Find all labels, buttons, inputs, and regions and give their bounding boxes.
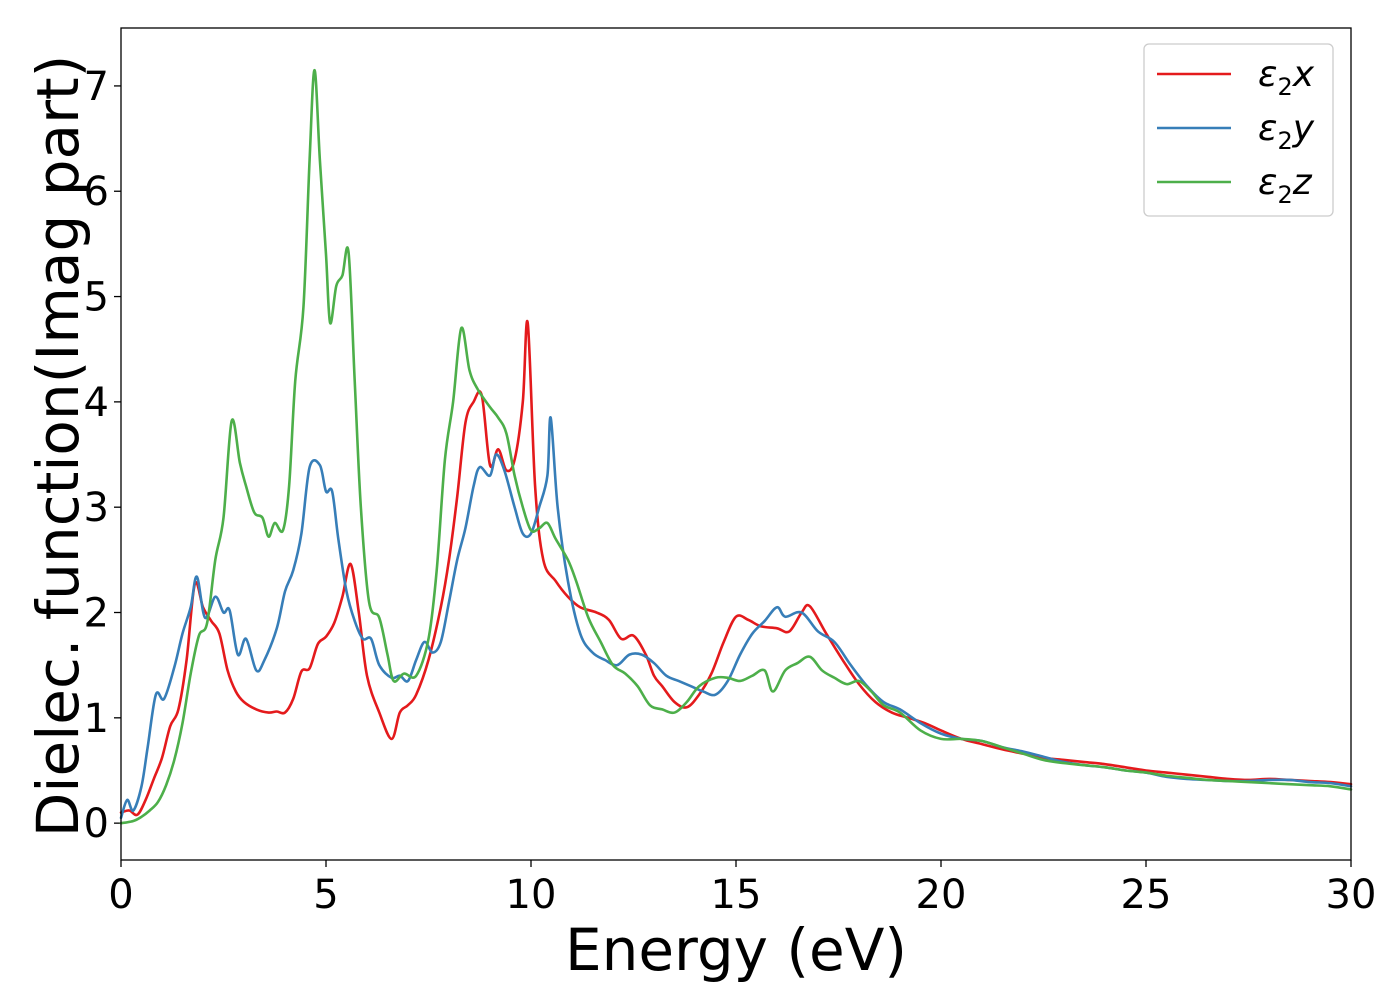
y-tick-label: 3 xyxy=(84,485,109,531)
y-tick-label: 6 xyxy=(84,169,109,215)
legend-item-z: ε2z xyxy=(1157,162,1313,209)
legend-label: ε2z xyxy=(1258,162,1313,209)
x-tick-label: 10 xyxy=(506,872,557,918)
plot-area-frame xyxy=(120,27,1352,861)
legend-item-x: ε2x xyxy=(1157,54,1315,101)
y-tick-label: 4 xyxy=(84,380,109,426)
legend-box xyxy=(1143,43,1334,217)
series-line-x xyxy=(119,319,1353,817)
y-tick-label: 2 xyxy=(84,591,109,637)
legend: ε2x ε2y ε2z xyxy=(1143,43,1334,217)
x-tick-label: 15 xyxy=(711,872,762,918)
x-tick-label: 5 xyxy=(313,872,338,918)
y-tick-label: 7 xyxy=(84,64,109,110)
x-tick-label: 0 xyxy=(108,872,133,918)
y-axis-ticks: 0 1 2 3 4 5 6 7 xyxy=(84,64,121,847)
series-lines xyxy=(119,68,1353,825)
legend-item-y: ε2y xyxy=(1157,108,1315,155)
x-axis-label: Energy (eV) xyxy=(565,916,907,984)
legend-label: ε2y xyxy=(1258,108,1315,155)
y-tick-label: 1 xyxy=(84,696,109,742)
y-tick-label: 5 xyxy=(84,275,109,321)
x-axis-ticks: 0 5 10 15 20 25 30 xyxy=(108,860,1376,918)
x-tick-label: 30 xyxy=(1326,872,1377,918)
y-tick-label: 0 xyxy=(84,801,109,847)
legend-label: ε2x xyxy=(1258,54,1315,101)
x-tick-label: 20 xyxy=(916,872,967,918)
x-tick-label: 25 xyxy=(1121,872,1172,918)
y-axis-label: Dielec. function(Imag part) xyxy=(24,55,92,838)
series-line-z xyxy=(119,68,1353,825)
